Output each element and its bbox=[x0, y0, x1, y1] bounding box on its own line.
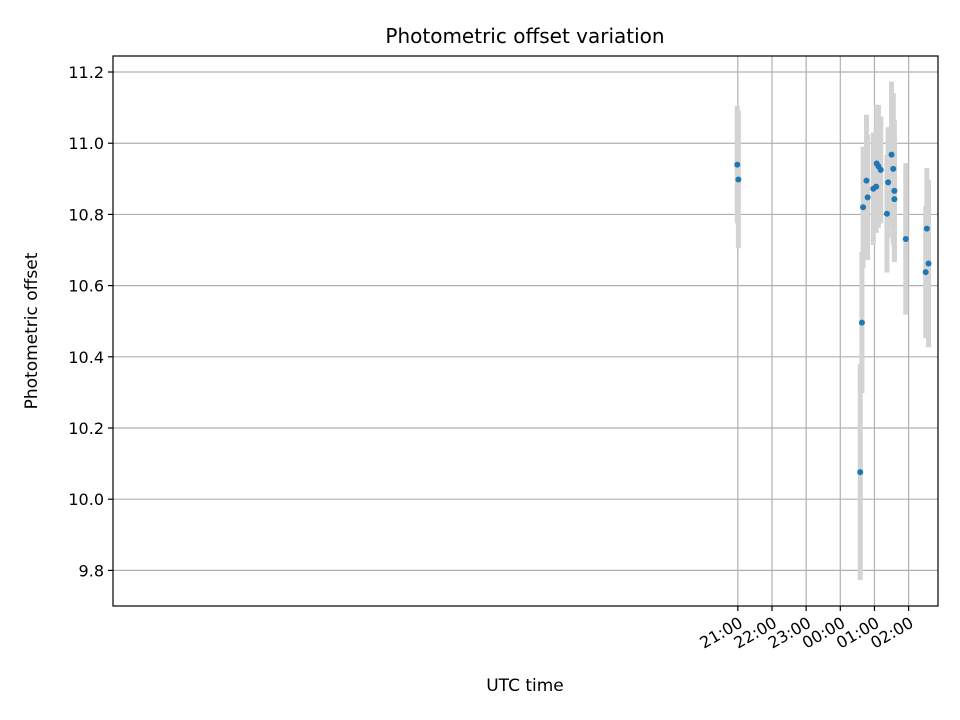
data-point bbox=[922, 269, 929, 276]
data-point bbox=[902, 235, 909, 242]
data-point bbox=[883, 210, 890, 217]
data-point bbox=[890, 165, 897, 172]
data-point bbox=[885, 179, 892, 186]
data-point bbox=[863, 177, 870, 184]
data-point bbox=[864, 194, 871, 201]
data-points bbox=[734, 151, 932, 476]
data-point bbox=[873, 183, 880, 190]
y-tick-label: 11.0 bbox=[68, 134, 104, 153]
data-point bbox=[735, 176, 742, 183]
y-tick-label: 10.0 bbox=[68, 490, 104, 509]
y-axis-label: Photometric offset bbox=[22, 252, 42, 409]
plot-frame bbox=[112, 55, 939, 607]
y-tick-label: 10.8 bbox=[68, 205, 104, 224]
data-point bbox=[858, 319, 865, 326]
grid-lines bbox=[113, 56, 938, 606]
data-point bbox=[857, 469, 864, 476]
x-axis-label: UTC time bbox=[486, 676, 564, 696]
y-tick-label: 10.2 bbox=[68, 419, 104, 438]
chart-title: Photometric offset variation bbox=[385, 24, 664, 48]
data-point bbox=[925, 260, 932, 267]
data-point bbox=[734, 161, 741, 168]
y-axis-ticks: 9.8 10.0 10.2 10.4 10.6 10.8 11.0 11.2 bbox=[68, 63, 113, 580]
data-point bbox=[888, 151, 895, 158]
data-point bbox=[860, 204, 867, 211]
y-tick-label: 9.8 bbox=[79, 561, 104, 580]
data-point bbox=[923, 225, 930, 232]
data-point bbox=[891, 196, 898, 203]
y-tick-label: 10.4 bbox=[68, 348, 104, 367]
y-tick-label: 10.6 bbox=[68, 277, 104, 296]
data-point bbox=[877, 166, 884, 173]
data-point bbox=[891, 187, 898, 194]
y-tick-label: 11.2 bbox=[68, 63, 104, 82]
